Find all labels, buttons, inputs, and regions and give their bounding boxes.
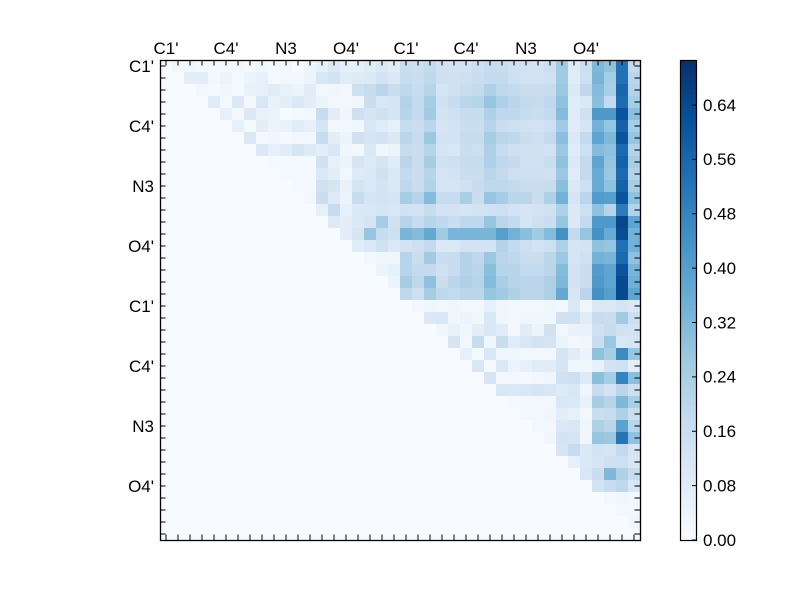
svg-text:C4': C4' (129, 357, 154, 376)
svg-text:0.64: 0.64 (703, 96, 736, 115)
svg-text:C1': C1' (154, 39, 179, 58)
svg-text:C1': C1' (129, 57, 154, 76)
svg-text:N3: N3 (132, 177, 154, 196)
svg-text:O4': O4' (333, 39, 359, 58)
svg-text:0.40: 0.40 (703, 259, 736, 278)
svg-text:N3: N3 (515, 39, 537, 58)
svg-text:0.56: 0.56 (703, 150, 736, 169)
svg-text:C4': C4' (214, 39, 239, 58)
svg-text:0.00: 0.00 (703, 531, 736, 550)
svg-text:0.24: 0.24 (703, 368, 736, 387)
svg-text:0.16: 0.16 (703, 422, 736, 441)
svg-text:C4': C4' (129, 117, 154, 136)
svg-text:O4': O4' (128, 237, 154, 256)
svg-text:N3: N3 (132, 417, 154, 436)
svg-text:0.32: 0.32 (703, 313, 736, 332)
svg-text:0.48: 0.48 (703, 205, 736, 224)
svg-text:O4': O4' (128, 477, 154, 496)
svg-text:O4': O4' (573, 39, 599, 58)
svg-text:N3: N3 (275, 39, 297, 58)
svg-text:C1': C1' (129, 297, 154, 316)
svg-text:C1': C1' (394, 39, 419, 58)
svg-text:0.08: 0.08 (703, 476, 736, 495)
svg-text:C4': C4' (454, 39, 479, 58)
